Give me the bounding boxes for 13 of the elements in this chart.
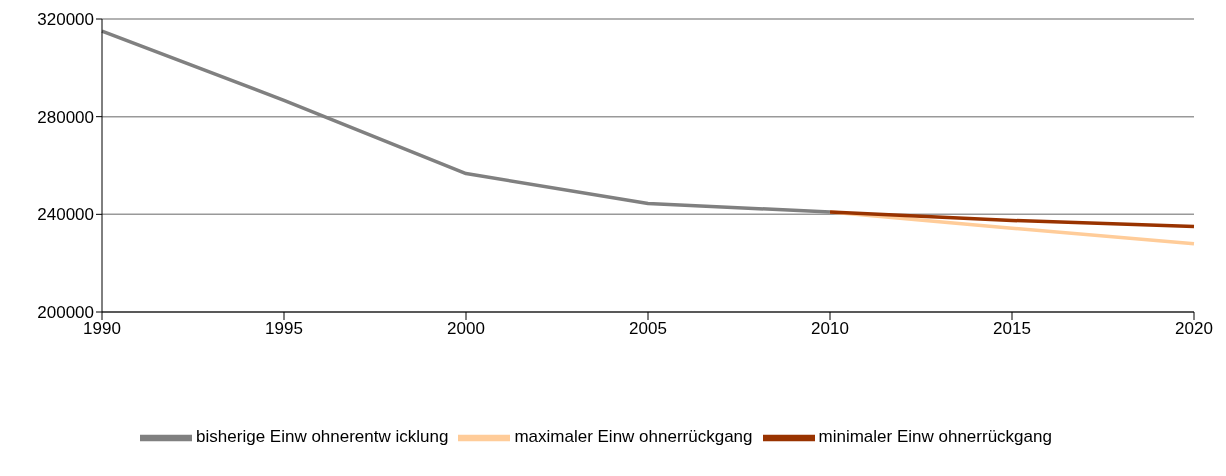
- x-tick-label: 1995: [265, 319, 303, 339]
- x-tick-label: 2020: [1175, 319, 1213, 339]
- legend-label: bisherige Einw ohnerentw icklung: [196, 427, 449, 447]
- y-tick-label: 320000: [37, 10, 94, 30]
- y-tick-label: 280000: [37, 107, 94, 127]
- x-tick-label: 2000: [447, 319, 485, 339]
- y-tick-label: 240000: [37, 205, 94, 225]
- x-tick-label: 2005: [629, 319, 667, 339]
- x-tick-label: 2015: [993, 319, 1031, 339]
- legend-label: maximaler Einw ohnerrückgang: [514, 427, 753, 447]
- line-series: [100, 29, 832, 214]
- legend-label: minimaler Einw ohnerrückgang: [818, 427, 1052, 447]
- x-tick-label: 2010: [811, 319, 849, 339]
